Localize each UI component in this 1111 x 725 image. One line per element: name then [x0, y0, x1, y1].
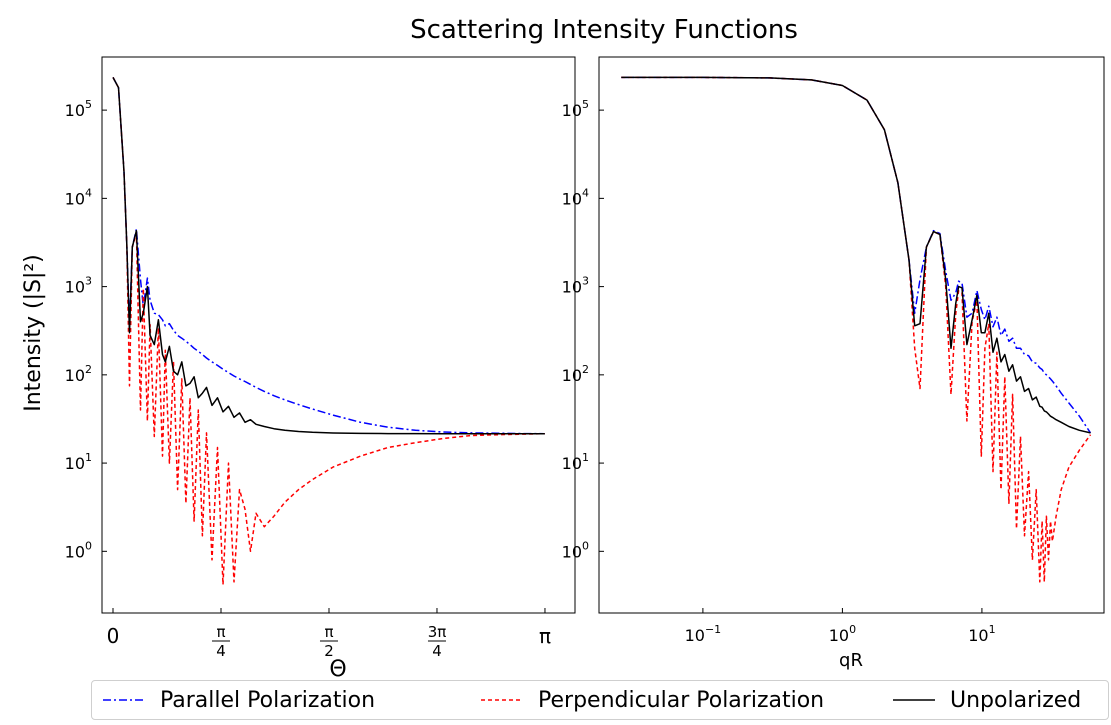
x-tick-label: 3π4 — [428, 623, 447, 660]
series-line-unpolarized — [621, 76, 1091, 434]
svg-text:π: π — [324, 623, 333, 641]
legend-swatch-perpendicular — [481, 699, 523, 701]
legend-label-parallel: Parallel Polarization — [160, 687, 376, 713]
y-tick-label: 103 — [65, 275, 92, 297]
left-plot-frame — [101, 56, 576, 614]
legend-label-perpendicular: Perpendicular Polarization — [538, 687, 825, 713]
x-tick-label: 0 — [107, 624, 120, 648]
left-plot-lines — [112, 77, 545, 586]
x-tick-label: π4 — [211, 623, 230, 660]
x-tick-label: π2 — [319, 623, 338, 660]
y-tick-label: 101 — [562, 451, 589, 473]
right-plot-y-ticks: 100 101 102 103 104 105 — [562, 98, 604, 561]
x-tick-label: π — [539, 624, 551, 648]
right-plot-x-ticks: 10−1 100 101 — [685, 608, 996, 645]
legend-item-unpolarized: Unpolarized — [892, 681, 1081, 719]
y-tick-label: 100 — [562, 539, 589, 561]
series-line-perpendicular — [621, 76, 1092, 583]
right-plot-panel: 100 101 102 103 104 105 10−1 100 101 qR — [562, 56, 1105, 671]
svg-text:π: π — [216, 623, 225, 641]
series-line-parallel — [621, 76, 1092, 434]
left-plot-y-ticks: 100 101 102 103 104 105 — [65, 98, 107, 561]
right-plot-frame — [598, 56, 1105, 614]
chart-title: Scattering Intensity Functions — [410, 15, 798, 45]
legend-label-unpolarized: Unpolarized — [950, 687, 1082, 713]
legend: Parallel Polarization Perpendicular Pola… — [91, 680, 1109, 720]
y-tick-label: 102 — [562, 363, 589, 385]
series-line-parallel — [112, 77, 545, 435]
y-tick-label: 104 — [562, 186, 589, 208]
svg-text:4: 4 — [216, 642, 226, 660]
legend-swatch-unpolarized — [893, 699, 935, 701]
y-axis-label: Intensity (|S|²) — [21, 254, 46, 412]
y-tick-label: 104 — [65, 186, 92, 208]
svg-text:3π: 3π — [428, 623, 447, 641]
x-tick-label: 10−1 — [685, 623, 722, 645]
y-tick-label: 102 — [65, 363, 92, 385]
right-x-axis-label: qR — [839, 650, 863, 671]
x-tick-label: 100 — [829, 623, 856, 645]
y-tick-label: 103 — [562, 275, 589, 297]
x-tick-label: 101 — [968, 623, 995, 645]
series-line-unpolarized — [112, 77, 545, 435]
y-tick-label: 105 — [562, 98, 589, 120]
right-plot-lines — [621, 76, 1092, 583]
series-line-perpendicular — [112, 77, 545, 586]
legend-item-perpendicular: Perpendicular Polarization — [480, 681, 824, 719]
y-tick-label: 100 — [65, 539, 92, 561]
y-tick-label: 101 — [65, 451, 92, 473]
legend-item-parallel: Parallel Polarization — [102, 681, 375, 719]
svg-text:4: 4 — [432, 642, 442, 660]
y-tick-label: 105 — [65, 98, 92, 120]
left-x-axis-label: Θ — [329, 657, 346, 682]
svg-text:2: 2 — [324, 642, 334, 660]
legend-swatch-parallel — [103, 699, 145, 701]
